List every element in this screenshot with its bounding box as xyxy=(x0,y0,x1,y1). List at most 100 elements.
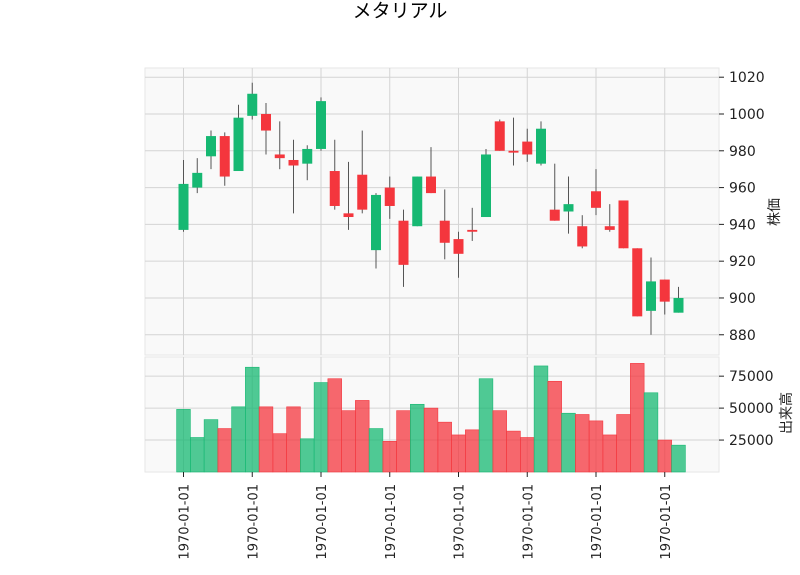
price-tick-label: 1020 xyxy=(729,70,765,86)
candle-body xyxy=(591,191,601,208)
volume-bar xyxy=(520,437,535,473)
volume-bar xyxy=(341,410,356,473)
volume-bar xyxy=(671,444,686,473)
candle-body xyxy=(384,187,395,206)
candle-body xyxy=(233,117,244,172)
candle-body xyxy=(247,93,258,116)
volume-bar xyxy=(547,380,562,473)
candle-body xyxy=(288,159,299,166)
volume-bar xyxy=(410,403,425,473)
volume-bar xyxy=(272,433,287,473)
chart-title: メタリアル xyxy=(353,0,448,22)
candle-body xyxy=(536,128,546,164)
volume-bar xyxy=(437,421,452,473)
candle-body xyxy=(398,220,409,265)
volume-bar xyxy=(588,420,604,473)
volume-bar xyxy=(465,429,480,473)
candle-body xyxy=(604,226,615,230)
candle-body xyxy=(261,113,271,131)
volume-bar xyxy=(492,410,507,473)
candle-body xyxy=(563,204,574,212)
volume-bar xyxy=(231,406,246,473)
volume-bar xyxy=(396,410,411,473)
candle-body xyxy=(219,136,230,177)
volume-bar xyxy=(630,363,645,473)
candle-body xyxy=(549,209,560,221)
volume-tick-label: 75000 xyxy=(729,369,774,385)
volume-bar xyxy=(423,407,439,473)
candle-body xyxy=(274,154,285,159)
candle-body xyxy=(494,121,505,151)
x-tick-label: 1970-01-01 xyxy=(590,484,605,560)
candle-body xyxy=(481,154,491,218)
price-tick-label: 920 xyxy=(729,254,756,270)
volume-tick-label: 25000 xyxy=(729,433,774,449)
volume-tick-label: 50000 xyxy=(729,401,774,417)
volume-bar xyxy=(190,437,205,473)
volume-bar xyxy=(575,414,590,473)
price-axis-ticks: 880 900 920 940 960 980 1000 1020 xyxy=(719,70,765,344)
volume-bar xyxy=(561,412,576,473)
candle-body xyxy=(302,148,313,164)
candle-body xyxy=(412,176,423,227)
volume-axis-label: 出来高 xyxy=(778,392,795,434)
candle-body xyxy=(371,194,381,251)
x-tick-label: 1970-01-01 xyxy=(521,484,536,560)
volume-bar xyxy=(643,392,659,473)
volume-bar xyxy=(286,406,301,473)
x-tick-label: 1970-01-01 xyxy=(315,484,330,560)
volume-bar xyxy=(616,414,631,473)
volume-bar xyxy=(217,428,232,473)
candle-body xyxy=(357,174,368,210)
volume-bar xyxy=(203,419,219,473)
volume-bar xyxy=(506,430,521,473)
volume-bar xyxy=(657,439,672,473)
x-tick-label: 1970-01-01 xyxy=(178,484,193,560)
x-tick-label: 1970-01-01 xyxy=(384,484,399,560)
volume-bar xyxy=(355,400,370,473)
x-axis-ticks: 1970-01-01 1970-01-01 1970-01-01 1970-01-01… xyxy=(178,472,674,560)
candle-body xyxy=(467,229,478,232)
volume-bar xyxy=(258,406,274,473)
candle-body xyxy=(673,297,684,313)
price-tick-label: 980 xyxy=(729,144,756,160)
candle-body xyxy=(329,171,340,206)
candle-body xyxy=(453,239,464,254)
candle-body xyxy=(577,226,588,247)
volume-axis-ticks: 25000 50000 75000 xyxy=(719,369,774,449)
volume-bar xyxy=(368,428,384,473)
x-tick-label: 1970-01-01 xyxy=(659,484,674,560)
price-tick-label: 900 xyxy=(729,291,756,307)
candle-body xyxy=(439,220,450,243)
volume-bar xyxy=(451,434,466,473)
price-axis-label: 株価 xyxy=(767,198,783,226)
price-tick-label: 940 xyxy=(729,217,756,233)
volume-bar xyxy=(300,438,315,473)
candle-body xyxy=(522,141,533,155)
volume-bar xyxy=(478,378,494,473)
volume-bar xyxy=(382,441,397,473)
price-tick-label: 880 xyxy=(729,328,756,344)
candles xyxy=(178,82,684,335)
candle-body xyxy=(646,281,656,311)
candle-body xyxy=(343,213,354,218)
candle-body xyxy=(316,101,326,149)
candle-body xyxy=(632,248,643,317)
candle-body xyxy=(659,279,670,302)
price-tick-label: 960 xyxy=(729,181,756,197)
candle-body xyxy=(508,150,519,153)
volume-bar xyxy=(176,409,191,473)
volume-bars xyxy=(176,363,686,473)
volume-bar xyxy=(245,366,260,473)
candle-body xyxy=(426,176,436,194)
volume-bar xyxy=(313,382,329,473)
candle-body xyxy=(178,183,189,230)
volume-bar xyxy=(533,365,549,473)
price-tick-label: 1000 xyxy=(729,107,765,123)
candle-body xyxy=(192,172,203,188)
candle-body xyxy=(206,136,216,157)
x-tick-label: 1970-01-01 xyxy=(453,484,468,560)
volume-bar xyxy=(602,434,617,473)
candle-body xyxy=(618,200,629,249)
